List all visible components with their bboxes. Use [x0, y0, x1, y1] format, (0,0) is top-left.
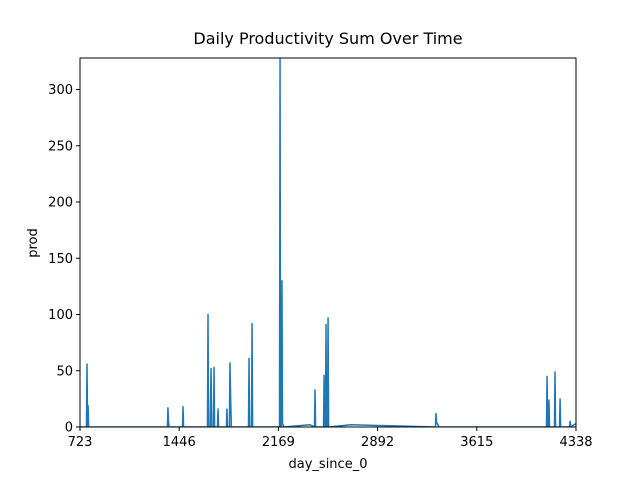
y-tick-label: 100: [48, 308, 73, 323]
x-tick-label: 2892: [361, 435, 394, 450]
axes-frame: [79, 57, 577, 428]
y-tick-label: 0: [65, 421, 73, 436]
chart-title: Daily Productivity Sum Over Time: [193, 29, 462, 48]
y-axis-label: prod: [26, 228, 41, 258]
y-tick-label: 250: [48, 139, 73, 154]
y-tick-label: 50: [56, 364, 73, 379]
x-tick-label: 723: [68, 435, 93, 450]
y-tick-label: 300: [48, 83, 73, 98]
x-tick-label: 3615: [460, 435, 493, 450]
x-tick-label: 4338: [559, 435, 592, 450]
y-tick-label: 200: [48, 196, 73, 211]
x-tick-label: 1446: [163, 435, 196, 450]
x-tick-label: 2169: [262, 435, 295, 450]
y-tick-label: 150: [48, 252, 73, 267]
x-axis-label: day_since_0: [289, 457, 368, 472]
